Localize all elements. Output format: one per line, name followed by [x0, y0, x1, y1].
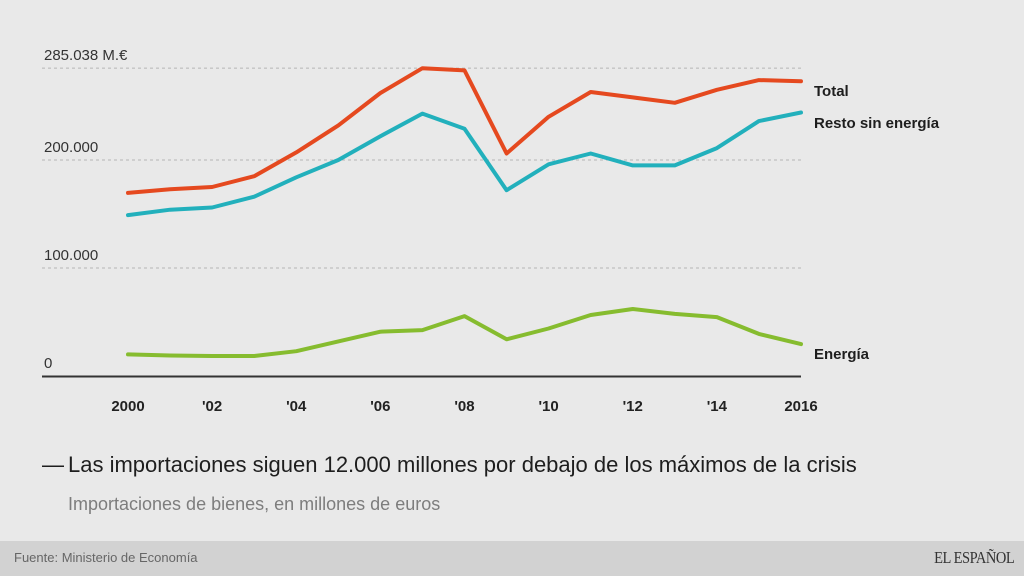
x-tick-label: 2000	[111, 398, 144, 415]
y-tick-label: 100.000	[44, 247, 98, 264]
x-tick-label: '06	[370, 398, 390, 415]
line-chart: 0 100.000 200.000 285.038 M.€ 2000 '02 '04 '06 '…	[42, 47, 940, 415]
chart-headline: — Las importaciones siguen 12.000 millone…	[42, 452, 857, 478]
headline-text: Las importaciones siguen 12.000 millones…	[68, 452, 857, 477]
series-label-total: Total	[814, 83, 849, 100]
y-tick-label: 0	[44, 355, 52, 372]
y-tick-label: 285.038 M.€	[44, 47, 128, 64]
x-tick-label: '04	[286, 398, 307, 415]
series-line-resto	[126, 110, 803, 218]
headline-dash: —	[42, 452, 64, 477]
brand-logo: EL ESPAÑOL	[933, 548, 1015, 567]
x-tick-label: '08	[454, 398, 474, 415]
x-tick-label: '02	[202, 398, 222, 415]
y-tick-label: 200.000	[44, 139, 98, 156]
footer-bar: Fuente: Ministerio de Economía EL ESPAÑO…	[0, 541, 1024, 576]
chart-subtitle: Importaciones de bienes, en millones de …	[68, 494, 441, 514]
x-tick-label: '10	[538, 398, 558, 415]
series-label-resto: Resto sin energía	[814, 115, 940, 132]
x-tick-label: 2016	[784, 398, 817, 415]
series-line-energia	[126, 307, 803, 358]
x-tick-label: '14	[707, 398, 728, 415]
source-note: Fuente: Ministerio de Economía	[14, 550, 198, 565]
x-tick-label: '12	[623, 398, 643, 415]
series-line-total	[126, 66, 803, 195]
series-label-energia: Energía	[814, 346, 870, 363]
